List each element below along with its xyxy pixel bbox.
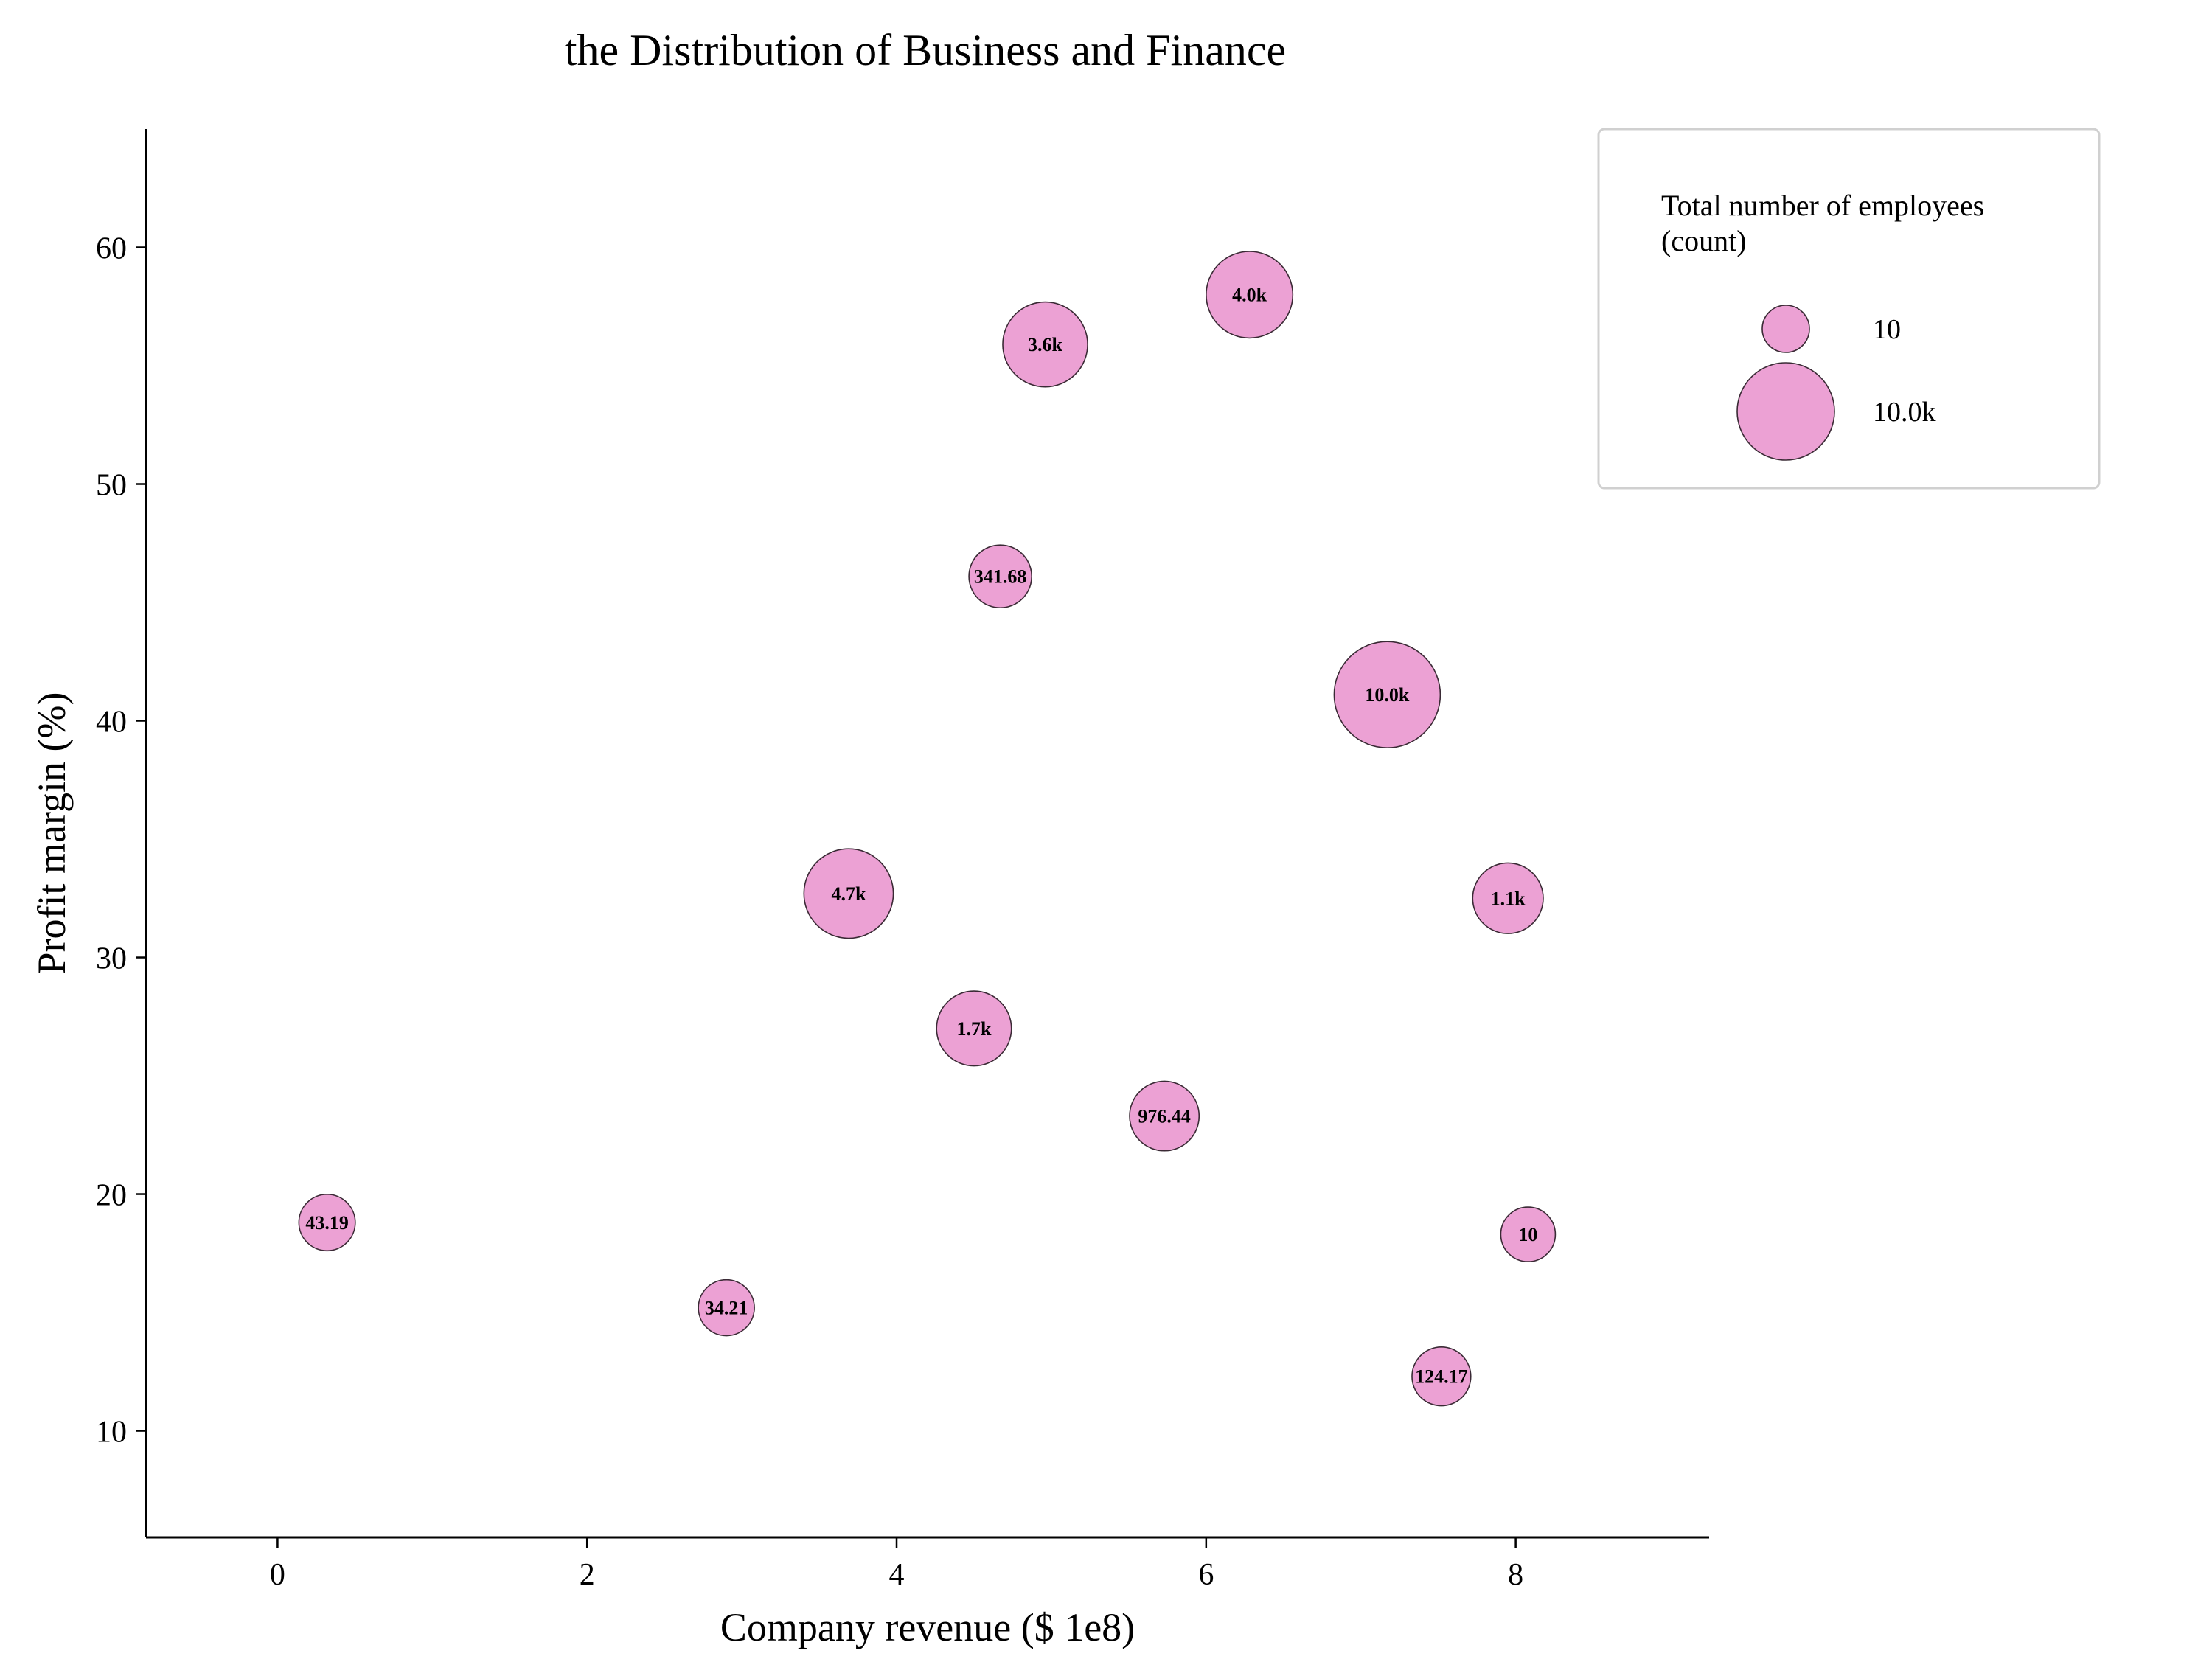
legend-bubble — [1736, 362, 1835, 461]
legend-title-line-2: (count) — [1661, 224, 1747, 257]
bubble-point — [1500, 1206, 1557, 1262]
x-tick-label: 2 — [580, 1558, 595, 1592]
legend-bubble — [1761, 305, 1810, 353]
legend-title-line-1: Total number of employees — [1661, 189, 1984, 222]
y-tick-label: 10 — [96, 1416, 127, 1450]
bubble-data-label: 124.17 — [1415, 1366, 1468, 1388]
bubble-point — [1129, 1080, 1200, 1152]
bubble-layer: 43.19 34.21 4.7k 1.7k 341.68 3.6k 976.44 4.0k 10… — [298, 251, 1557, 1407]
bubble-point — [298, 1194, 356, 1252]
y-tick-label: 50 — [96, 469, 127, 503]
y-tick-label: 20 — [96, 1179, 127, 1213]
legend-entries: 10 10.0k — [1736, 305, 1936, 461]
bubble-point — [698, 1279, 755, 1337]
legend-entry-label: 10 — [1873, 314, 1901, 345]
bubble-point — [1472, 862, 1544, 934]
bubble-data-label: 10.0k — [1365, 684, 1410, 706]
y-tick-label: 30 — [96, 942, 127, 976]
x-tick-label: 8 — [1508, 1558, 1523, 1592]
bubble-point — [803, 848, 894, 939]
x-axis-label: Company revenue ($ 1e8) — [720, 1605, 1135, 1649]
x-tick-label: 0 — [270, 1558, 285, 1592]
bubble-data-label: 34.21 — [705, 1298, 748, 1319]
bubble-point — [968, 544, 1032, 609]
bubble-point — [1206, 251, 1294, 339]
bubble-data-label: 1.7k — [956, 1018, 992, 1040]
chart-title: the Distribution of Business and Finance — [565, 26, 1286, 74]
bubble-data-label: 43.19 — [305, 1212, 349, 1234]
bubble-data-label: 4.7k — [831, 883, 866, 905]
bubble-point — [1411, 1346, 1472, 1407]
bubble-data-label: 3.6k — [1028, 334, 1063, 355]
bubble-data-label: 10 — [1518, 1224, 1537, 1245]
bubble-point — [1333, 641, 1441, 749]
bubble-data-label: 1.1k — [1491, 888, 1526, 909]
bubble-point — [936, 990, 1012, 1067]
bubble-data-label: 341.68 — [974, 566, 1027, 588]
x-tick-label: 6 — [1198, 1558, 1214, 1592]
y-axis-label: Profit margin (%) — [29, 692, 74, 975]
legend-frame — [1597, 128, 2101, 490]
y-tick-label: 60 — [96, 232, 127, 266]
size-legend: Total number of employees (count) 10 10.0… — [1597, 128, 2101, 490]
bubble-data-label: 976.44 — [1138, 1106, 1191, 1127]
legend-entry-label: 10.0k — [1873, 397, 1936, 428]
y-axis-ticks: 10 20 30 40 50 60 — [96, 232, 146, 1450]
bubble-point — [1002, 301, 1088, 388]
bubble-data-label: 4.0k — [1232, 285, 1267, 306]
y-tick-label: 40 — [96, 706, 127, 740]
x-tick-label: 4 — [889, 1558, 905, 1592]
x-axis-ticks: 0 2 4 6 8 — [270, 1537, 1523, 1592]
